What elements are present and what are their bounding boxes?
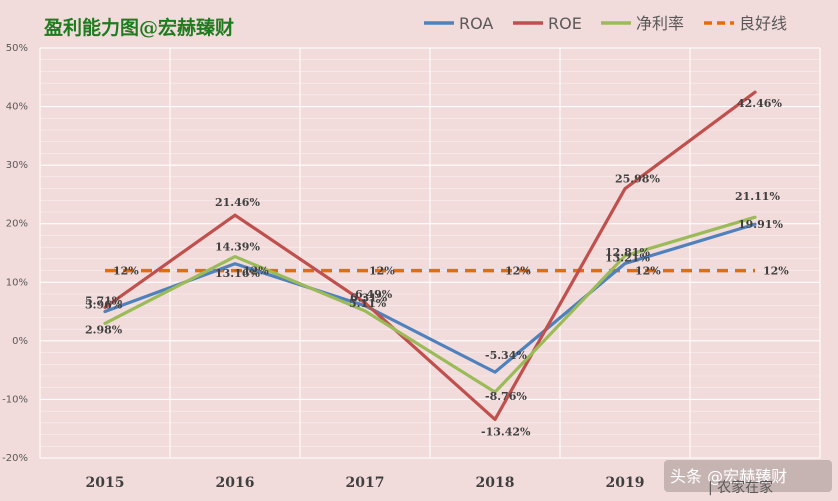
- data-label: -13.42%: [481, 425, 531, 438]
- y-tick-label: 40%: [6, 102, 28, 113]
- x-tick-label: 2017: [346, 475, 385, 491]
- data-label: 21.46%: [215, 196, 260, 209]
- data-label: 5.11%: [349, 297, 387, 310]
- data-label: 12%: [369, 265, 395, 278]
- data-label: 12%: [505, 265, 531, 278]
- x-tick-label: 2018: [476, 475, 515, 491]
- data-label: 12%: [243, 265, 269, 278]
- legend-label: 净利率: [636, 14, 684, 33]
- data-label: 14.39%: [215, 241, 260, 254]
- y-tick-label: -10%: [2, 394, 28, 405]
- watermark: 头条 @宏赫臻财: [664, 460, 832, 492]
- x-tick-label: 2016: [216, 475, 255, 491]
- x-tick-label: 2019: [606, 475, 645, 491]
- data-label: 19.91%: [738, 218, 783, 231]
- y-tick-label: 30%: [6, 160, 28, 171]
- x-tick-label: 2015: [86, 475, 125, 491]
- bottom-fragment-text: | 农家在家: [708, 479, 773, 496]
- series-line: [103, 215, 757, 394]
- data-label: 6.49%: [355, 288, 393, 301]
- data-label: -5.34%: [485, 349, 527, 362]
- data-label: 42.46%: [737, 97, 782, 110]
- legend-label: 良好线: [739, 14, 787, 33]
- chart-title: 盈利能力图@宏赫臻财: [43, 16, 234, 39]
- y-tick-label: 50%: [6, 43, 28, 54]
- data-label: 12%: [763, 265, 789, 278]
- data-label: 12.81%: [605, 246, 650, 259]
- series-lines: [103, 90, 757, 422]
- data-label: 13.16%: [215, 267, 260, 280]
- series-line: [103, 90, 757, 422]
- y-axis-ticks: -20% -10% 0% 10% 20% 30% 40% 50%: [2, 43, 28, 464]
- data-label: 13.21%: [605, 251, 650, 264]
- data-label: 3.96%: [85, 298, 123, 311]
- watermark-text: 头条 @宏赫臻财: [670, 467, 787, 486]
- series-line: [103, 222, 757, 374]
- data-label: 12%: [113, 265, 139, 278]
- data-label: 12%: [635, 265, 661, 278]
- major-gridlines: [39, 47, 821, 459]
- y-tick-label: 20%: [6, 219, 28, 230]
- data-label: 21.11%: [735, 190, 780, 203]
- legend-label: ROE: [548, 14, 582, 33]
- legend: ROA ROE 净利率 良好线: [424, 14, 787, 33]
- x-axis-ticks: 2015 2016 2017 2018 2019: [86, 475, 645, 491]
- data-label: 6.31%: [350, 292, 388, 305]
- data-labels: 5.71% 13.16% 6.31% -5.34% 13.21% 19.91% 3.96% 2…: [85, 97, 789, 438]
- y-tick-label: -20%: [2, 453, 28, 464]
- data-label: 5.71%: [85, 295, 123, 308]
- watermark-backdrop: [664, 460, 832, 492]
- data-label: 25.98%: [615, 173, 660, 186]
- data-label: 2.98%: [85, 323, 123, 336]
- data-label: -8.76%: [485, 390, 527, 403]
- y-tick-label: 0%: [12, 336, 28, 347]
- legend-label: ROA: [459, 14, 493, 33]
- y-tick-label: 10%: [6, 277, 28, 288]
